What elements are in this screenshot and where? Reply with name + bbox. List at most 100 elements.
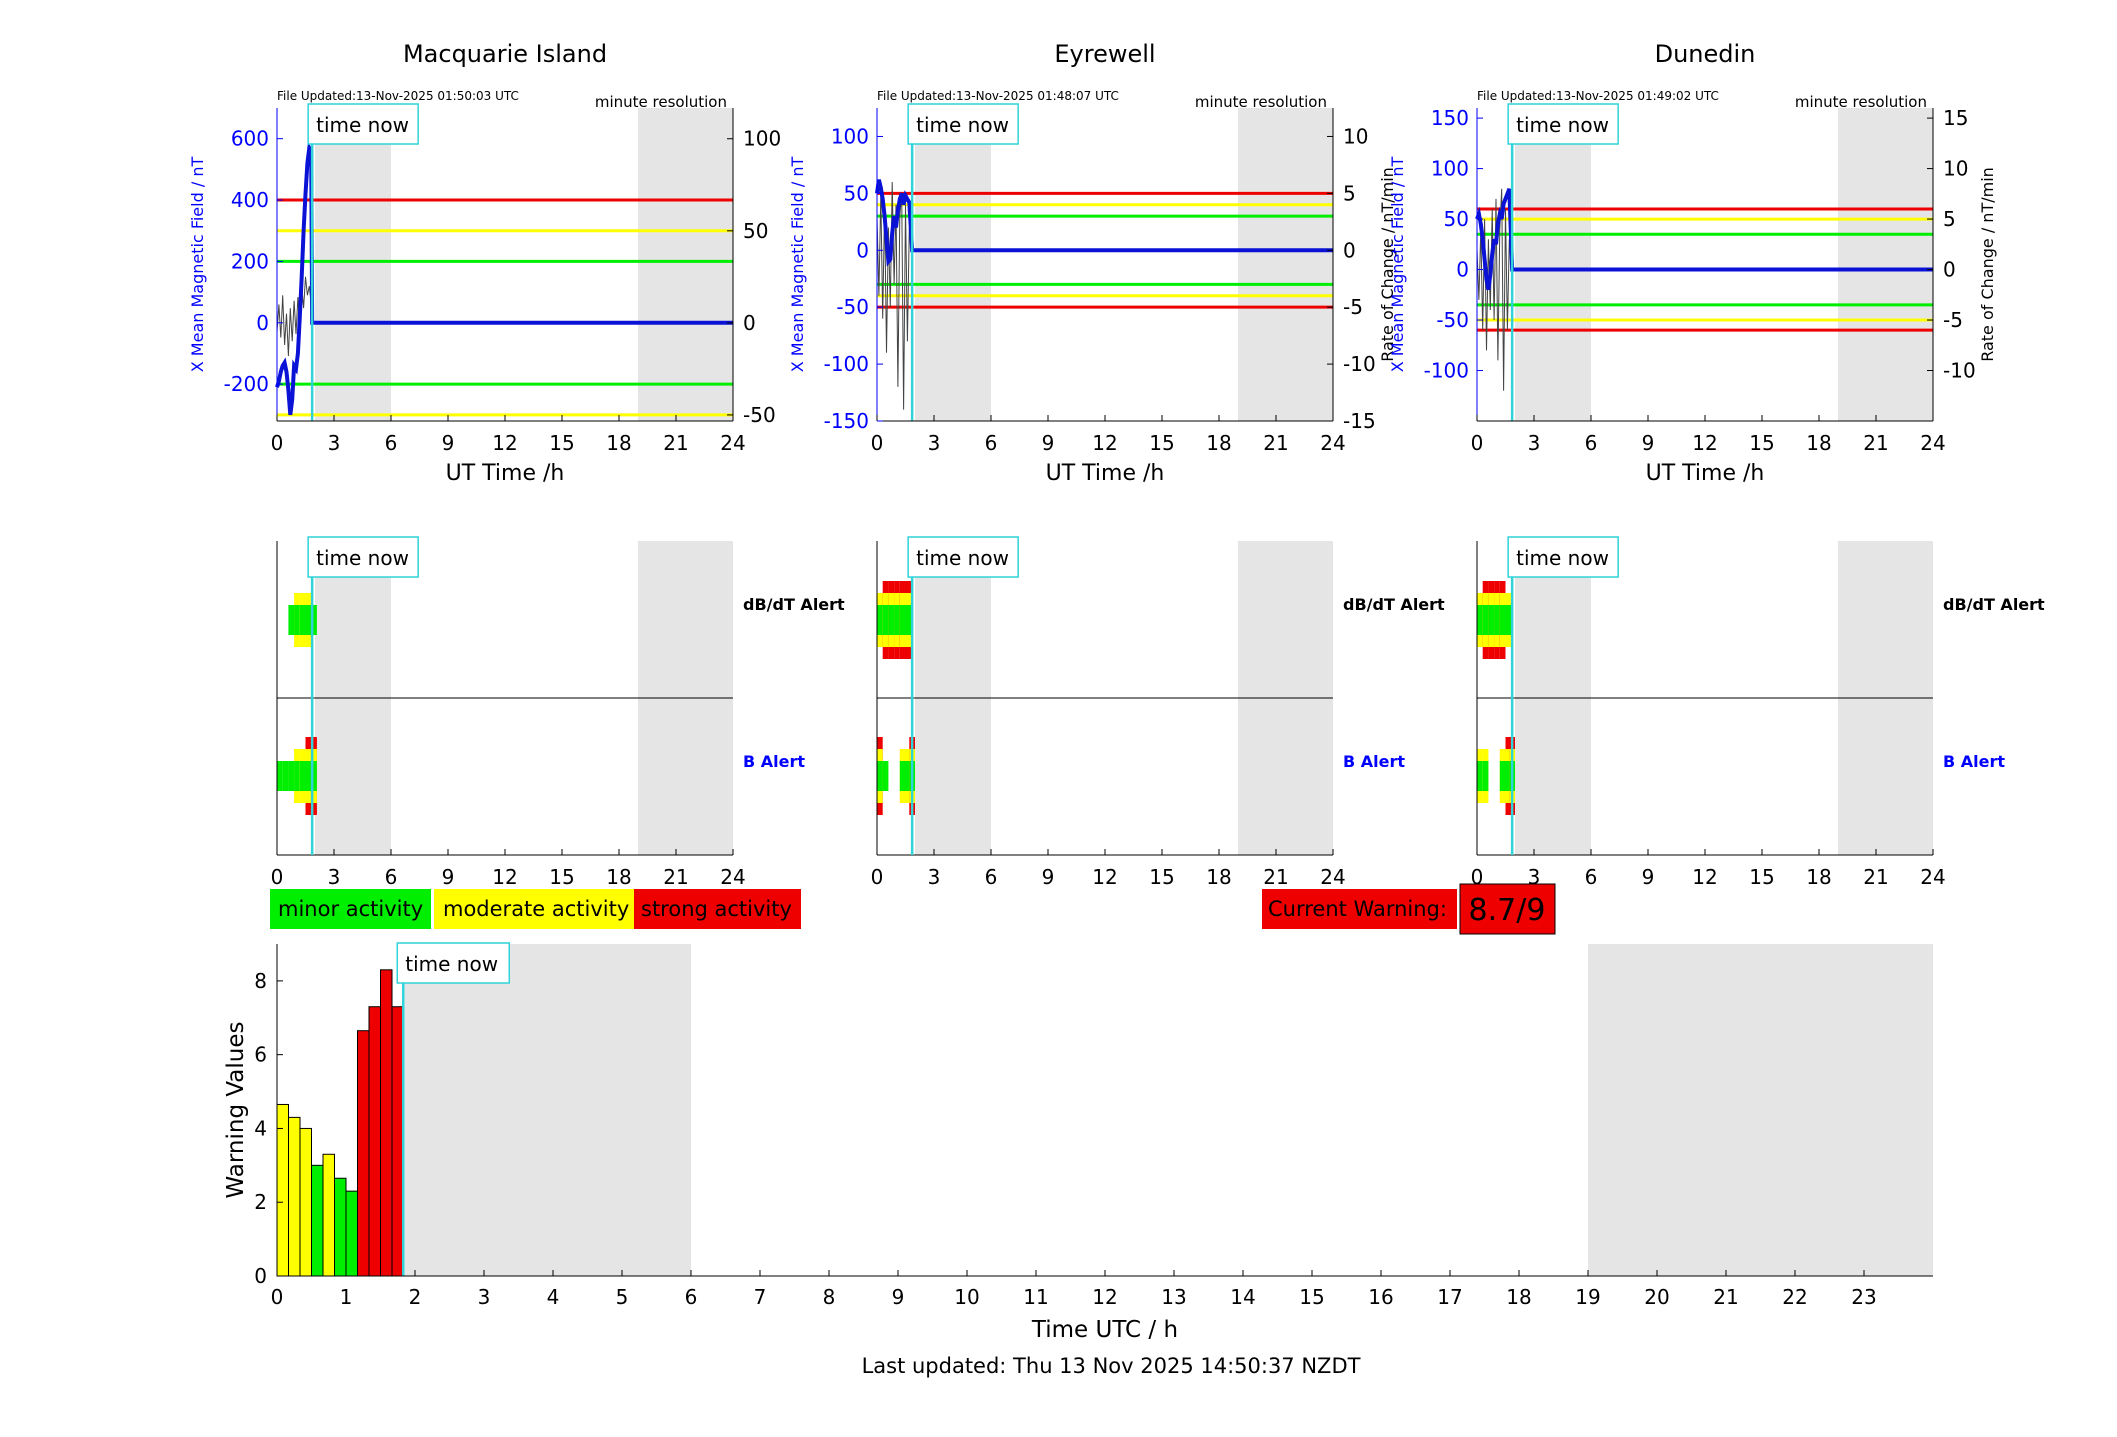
warning-bar-red <box>357 1030 370 1277</box>
b-alert-green-block <box>1477 761 1483 791</box>
x-tick-label: 12 <box>1092 865 1117 889</box>
b-alert-green-block <box>277 761 283 791</box>
dbdt-alert-green-block <box>1499 605 1506 635</box>
warning-bar-red <box>391 1006 405 1277</box>
x-tick-label: 9 <box>442 431 455 455</box>
time-now-box <box>396 942 511 984</box>
y-left-tick-label: -200 <box>224 372 269 396</box>
moderate-activity-swatch <box>434 889 636 929</box>
y-right-tick-label: 100 <box>743 127 781 151</box>
x-axis-label: UT Time /h <box>1646 461 1765 486</box>
x-tick-label: 9 <box>1042 865 1055 889</box>
y-right-axis-label: Rate of Change / nT/min <box>1378 167 1397 362</box>
x-tick-label: 10 <box>954 1285 979 1309</box>
y-right-tick-label: -5 <box>1943 308 1963 332</box>
x-axis-label: UT Time /h <box>1046 461 1165 486</box>
time-now-label: time now <box>1516 113 1609 137</box>
x-tick-label: 15 <box>1149 431 1174 455</box>
current-warning-label-box <box>1262 889 1457 929</box>
x-tick-label: 19 <box>1575 1285 1600 1309</box>
b-alert-green-block <box>311 761 317 791</box>
b-alert-green-block <box>288 761 295 791</box>
dbdt-alert-green-block <box>1505 605 1512 635</box>
x-tick-label: 21 <box>663 865 688 889</box>
x-tick-label: 12 <box>1692 431 1717 455</box>
y-right-tick-label: 10 <box>1343 124 1368 148</box>
x-tick-label: 17 <box>1437 1285 1462 1309</box>
x-tick-label: 9 <box>442 865 455 889</box>
x-tick-label: 12 <box>1092 431 1117 455</box>
x-tick-label: 9 <box>892 1285 905 1309</box>
x-tick-label: 0 <box>871 865 884 889</box>
x-tick-label: 3 <box>328 431 341 455</box>
dbdt-alert-green-block <box>905 605 912 635</box>
time-now-label: time now <box>1516 546 1609 570</box>
y-right-tick-label: 0 <box>1943 258 1956 282</box>
y-left-tick-label: -100 <box>1424 359 1469 383</box>
time-now-label: time now <box>405 952 498 976</box>
x-tick-label: 0 <box>871 431 884 455</box>
dbdt-alert-green-block <box>888 605 895 635</box>
x-tick-label: 0 <box>271 865 284 889</box>
x-tick-label: 12 <box>492 865 517 889</box>
time-now-box <box>907 536 1019 578</box>
time-now-label: time now <box>316 546 409 570</box>
x-tick-label: 24 <box>720 431 745 455</box>
x-tick-label: 18 <box>606 431 631 455</box>
rate-of-change-series <box>276 276 312 357</box>
dbdt-alert-green-block <box>288 605 295 635</box>
y-left-axis-label: X Mean Magnetic Field / nT <box>188 157 207 373</box>
dbdt-alert-green-block <box>877 605 883 635</box>
y-tick-label: 4 <box>254 1116 267 1140</box>
b-alert-green-block <box>299 761 306 791</box>
x-tick-label: 18 <box>606 865 631 889</box>
x-tick-label: 20 <box>1644 1285 1669 1309</box>
y-right-tick-label: -10 <box>1943 359 1976 383</box>
x-tick-label: 3 <box>1528 865 1541 889</box>
b-alert-green-block <box>1505 761 1512 791</box>
x-tick-label: 3 <box>478 1285 491 1309</box>
strong-activity-label: strong activity <box>641 897 792 921</box>
y-left-axis-label: X Mean Magnetic Field / nT <box>1388 157 1407 373</box>
station-title: Macquarie Island <box>403 40 607 68</box>
station-title: Eyrewell <box>1054 40 1155 68</box>
night-shade <box>1588 944 1933 1276</box>
warning-bar-green <box>311 1164 324 1277</box>
b-alert-green-block <box>282 761 289 791</box>
dbdt-alert-green-block <box>1494 605 1500 635</box>
x-tick-label: 0 <box>271 1285 284 1309</box>
x-tick-label: 15 <box>1749 431 1774 455</box>
y-left-tick-label: 100 <box>831 124 869 148</box>
time-now-box <box>1507 103 1619 145</box>
x-tick-label: 21 <box>1863 865 1888 889</box>
x-tick-label: 23 <box>1851 1285 1876 1309</box>
y-left-tick-label: -50 <box>836 295 869 319</box>
file-updated-text: File Updated:13-Nov-2025 01:50:03 UTC <box>277 89 519 103</box>
x-tick-label: 15 <box>1149 865 1174 889</box>
y-right-tick-label: 5 <box>1943 207 1956 231</box>
warning-bar-yellow <box>288 1116 301 1277</box>
magnetic-field-series <box>275 142 733 416</box>
x-tick-label: 11 <box>1023 1285 1048 1309</box>
alert-panel-2: time now 0 3 6 9 12 15 18 21 24 dB/dT Alert B Alert <box>1471 536 2045 889</box>
time-now-box <box>1507 536 1619 578</box>
dbdt-alert-green-block <box>294 605 300 635</box>
magnetic-field-series <box>875 179 1333 267</box>
time-now-label: time now <box>916 546 1009 570</box>
x-tick-label: 15 <box>549 431 574 455</box>
dbdt-alert-green-block <box>299 605 306 635</box>
x-tick-label: 6 <box>685 1285 698 1309</box>
dbdt-alert-green-block <box>305 605 312 635</box>
b-alert-green-block <box>899 761 906 791</box>
y-right-tick-label: -10 <box>1343 352 1376 376</box>
b-alert-green-block <box>882 761 889 791</box>
x-tick-label: 21 <box>1263 865 1288 889</box>
night-shade <box>404 944 691 1276</box>
last-updated-text: Last updated: Thu 13 Nov 2025 14:50:37 N… <box>862 1354 1361 1378</box>
x-tick-label: 14 <box>1230 1285 1255 1309</box>
x-tick-label: 3 <box>928 431 941 455</box>
b-alert-label: B Alert <box>1943 752 2005 771</box>
x-tick-label: 12 <box>1692 865 1717 889</box>
current-warning-label: Current Warning: <box>1268 897 1447 921</box>
